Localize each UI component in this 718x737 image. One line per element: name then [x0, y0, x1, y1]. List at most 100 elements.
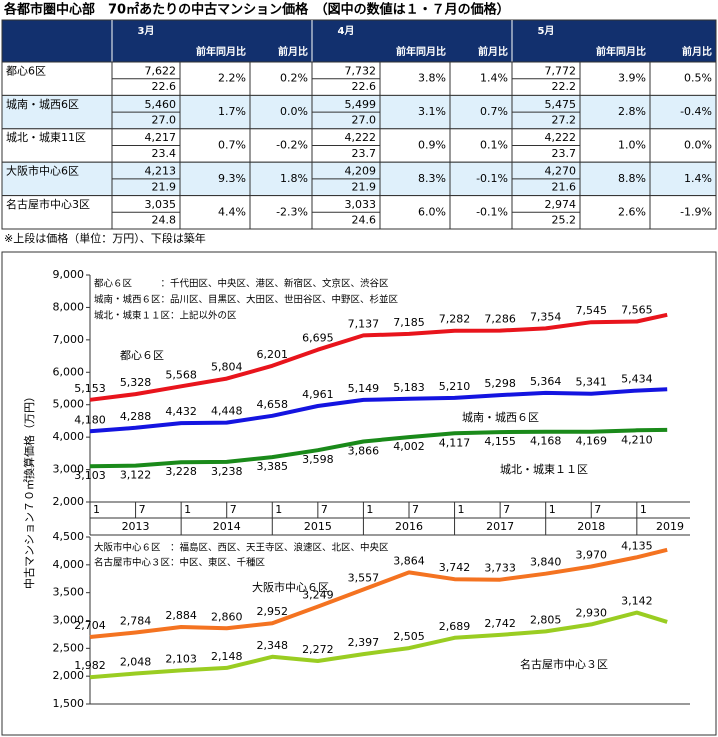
building-age: 27.0 — [152, 113, 177, 126]
data-label: 3,122 — [120, 469, 152, 482]
data-label: 2,930 — [576, 606, 608, 619]
data-label: 4,432 — [165, 405, 197, 418]
row-name: 城北・城東11区 — [6, 131, 86, 144]
data-label: 4,658 — [257, 398, 289, 411]
y-axis-label: 中古マンション７０㎡換算価格（万円） — [22, 391, 36, 589]
data-label: 5,298 — [484, 377, 516, 390]
data-label: 3,103 — [74, 469, 106, 482]
year-label: 2014 — [213, 520, 241, 533]
data-label: 2,805 — [530, 613, 562, 626]
data-label: 3,385 — [257, 460, 289, 473]
data-label: 5,149 — [348, 382, 380, 395]
price: 5,460 — [145, 98, 177, 111]
series-name: 城北・城東１１区 — [500, 463, 588, 476]
y-tick-label: 3,000 — [53, 463, 85, 476]
data-label: 6,201 — [257, 348, 289, 361]
series-name: 名古屋市中心３区 — [520, 657, 608, 671]
yoy-change: 3.9% — [618, 72, 646, 85]
mom-change: 0.7% — [480, 105, 508, 118]
chart-frame — [1, 251, 717, 736]
x-tick-label: 1 — [640, 503, 647, 516]
data-label: 1,982 — [74, 659, 106, 672]
y-tick-label: 4,000 — [53, 558, 85, 571]
year-label: 2015 — [304, 520, 332, 533]
year-label: 2017 — [486, 520, 514, 533]
y-tick-label: 2,000 — [53, 495, 85, 508]
mom-change: -0.4% — [680, 105, 712, 118]
data-label: 7,137 — [348, 317, 380, 330]
price: 7,732 — [345, 64, 377, 77]
data-label: 3,598 — [302, 453, 334, 466]
row-name: 名古屋市中心3区 — [6, 197, 90, 211]
data-label: 5,364 — [530, 375, 562, 388]
mom-change: -0.1% — [476, 205, 508, 218]
area-note: 名古屋市中心３区：中区、東区、千種区 — [94, 557, 266, 569]
y-tick-label: 3,500 — [53, 586, 85, 599]
mom-change: 1.4% — [684, 172, 712, 185]
price: 5,475 — [545, 98, 577, 111]
data-label: 4,169 — [576, 435, 608, 448]
mom-change: 0.0% — [280, 105, 308, 118]
price: 3,033 — [345, 198, 377, 211]
data-label: 4,168 — [530, 435, 562, 448]
y-tick-label: 4,000 — [53, 430, 85, 443]
month-header: 4月 — [338, 25, 355, 37]
yoy-change: 0.7% — [218, 139, 246, 152]
series-name: 大阪市中心６区 — [252, 580, 329, 594]
yoy-change: 8.8% — [618, 172, 646, 185]
building-age: 24.6 — [352, 214, 377, 227]
building-age: 21.9 — [152, 180, 177, 193]
x-tick-label: 1 — [184, 503, 191, 516]
y-tick-label: 3,000 — [53, 614, 85, 627]
month-header: 5月 — [538, 25, 555, 37]
month-header: 3月 — [138, 25, 155, 37]
yoy-change: 2.6% — [618, 205, 646, 218]
price: 7,772 — [545, 64, 577, 77]
data-label: 4,961 — [302, 388, 334, 401]
sub-header: 前月比 — [682, 45, 712, 58]
series-line — [89, 610, 668, 680]
x-tick-label: 7 — [230, 503, 237, 516]
series-name: 都心６区 — [120, 349, 164, 362]
mom-change: -1.9% — [680, 205, 712, 218]
price: 4,209 — [345, 165, 377, 178]
building-age: 22.2 — [552, 80, 577, 93]
table-note: ※上段は価格（単位：万円）、下段は築年 — [4, 231, 206, 245]
sub-header: 前月比 — [478, 45, 508, 58]
data-label: 3,970 — [576, 549, 608, 562]
data-label: 3,238 — [211, 465, 243, 478]
price: 3,035 — [145, 198, 177, 211]
sub-header: 前月比 — [278, 45, 308, 58]
mom-change: 0.2% — [280, 72, 308, 85]
data-label: 2,860 — [211, 610, 243, 623]
data-label: 4,448 — [211, 405, 243, 418]
y-tick-label: 5,000 — [53, 398, 85, 411]
x-tick-label: 1 — [458, 503, 465, 516]
data-label: 2,784 — [120, 615, 152, 628]
data-label: 5,183 — [393, 381, 425, 394]
row-name: 城南・城西6区 — [6, 98, 79, 111]
y-tick-label: 1,500 — [53, 697, 85, 710]
price: 5,499 — [345, 98, 377, 111]
series-line — [89, 387, 668, 434]
area-note: 城南・城西６区：品川区、目黒区、大田区、世田谷区、中野区、杉並区 — [94, 294, 399, 306]
data-label: 6,695 — [302, 332, 334, 345]
x-tick-label: 7 — [139, 503, 146, 516]
data-label: 2,048 — [120, 655, 152, 668]
y-tick-label: 7,000 — [53, 333, 85, 346]
y-tick-label: 2,500 — [53, 641, 85, 654]
building-age: 24.8 — [152, 214, 177, 227]
data-label: 5,210 — [439, 380, 471, 393]
year-label: 2016 — [395, 520, 423, 533]
price: 7,622 — [145, 64, 177, 77]
building-age: 23.7 — [552, 147, 577, 160]
data-label: 4,117 — [439, 436, 471, 449]
yoy-change: 1.7% — [218, 105, 246, 118]
data-label: 5,434 — [621, 373, 653, 386]
series-line — [89, 427, 668, 469]
data-label: 2,704 — [74, 619, 106, 632]
yoy-change: 1.0% — [618, 139, 646, 152]
data-label: 7,565 — [621, 304, 653, 317]
year-label: 2018 — [577, 520, 605, 533]
